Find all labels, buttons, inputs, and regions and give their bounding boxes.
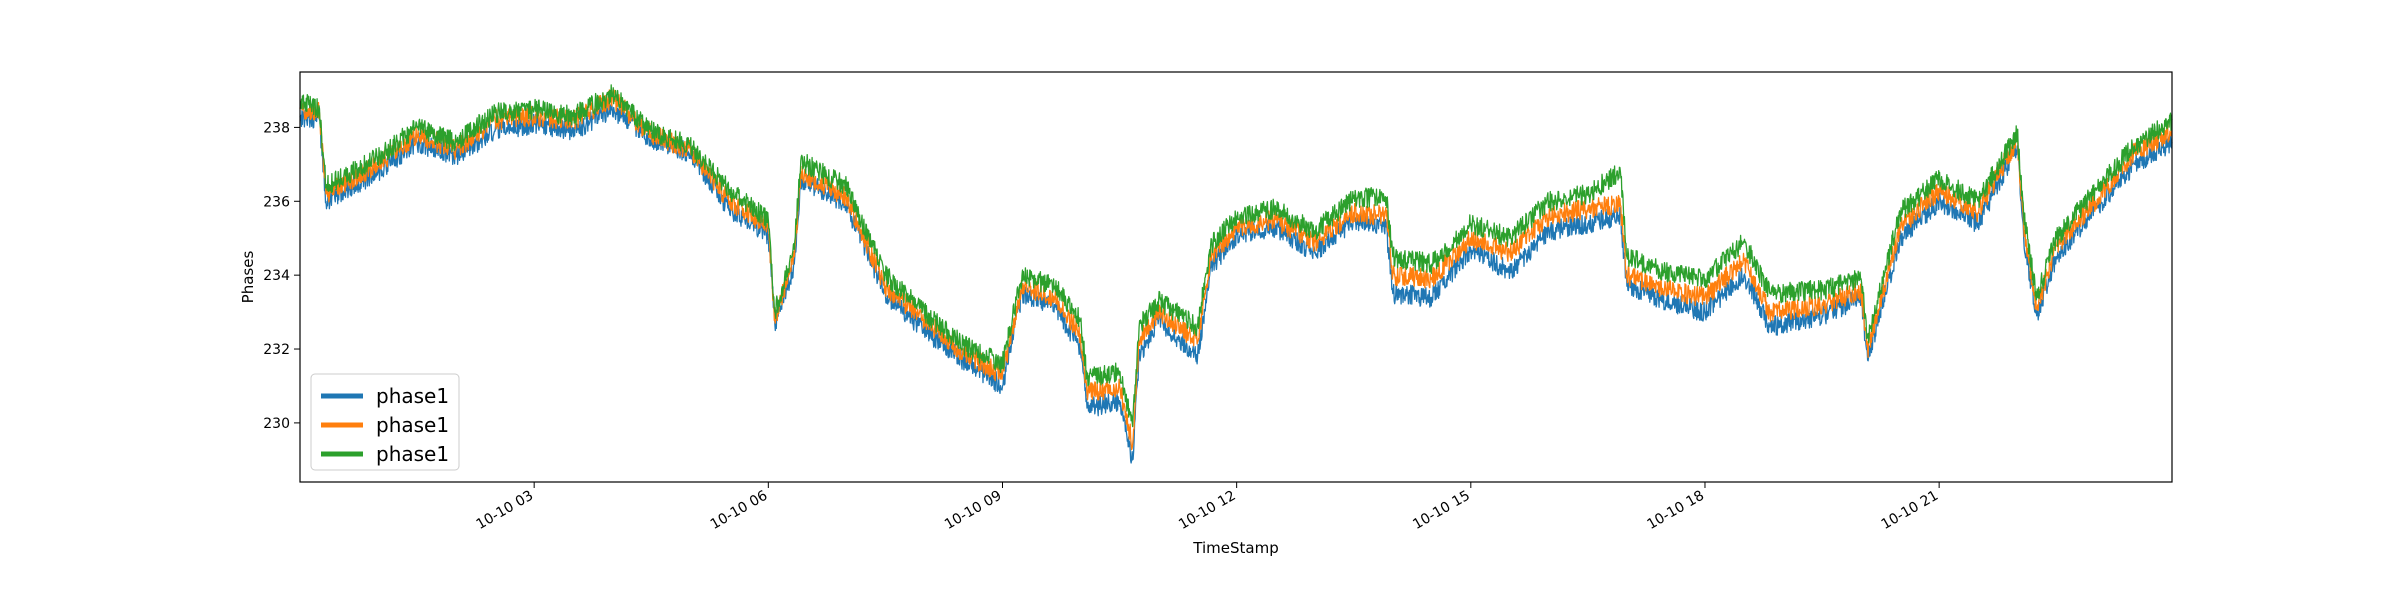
series-line-3 <box>299 84 2173 428</box>
y-tick-label: 236 <box>263 194 290 210</box>
y-tick-label: 234 <box>263 268 290 284</box>
plot-frame <box>299 71 2173 483</box>
y-axis: 230 232 234 236 238 <box>263 120 300 432</box>
y-tick-label: 230 <box>263 416 290 432</box>
plot-area <box>299 84 2173 464</box>
x-axis-label: TimeStamp <box>1192 539 1278 557</box>
y-tick-label: 232 <box>263 342 290 358</box>
legend-label: phase1 <box>376 384 449 408</box>
y-tick-label: 238 <box>263 120 290 136</box>
y-axis-label: Phases <box>239 251 257 304</box>
legend-label: phase1 <box>376 413 449 437</box>
legend: phase1 phase1 phase1 <box>310 373 460 471</box>
legend-label: phase1 <box>376 442 449 466</box>
series-line-2 <box>299 87 2173 451</box>
